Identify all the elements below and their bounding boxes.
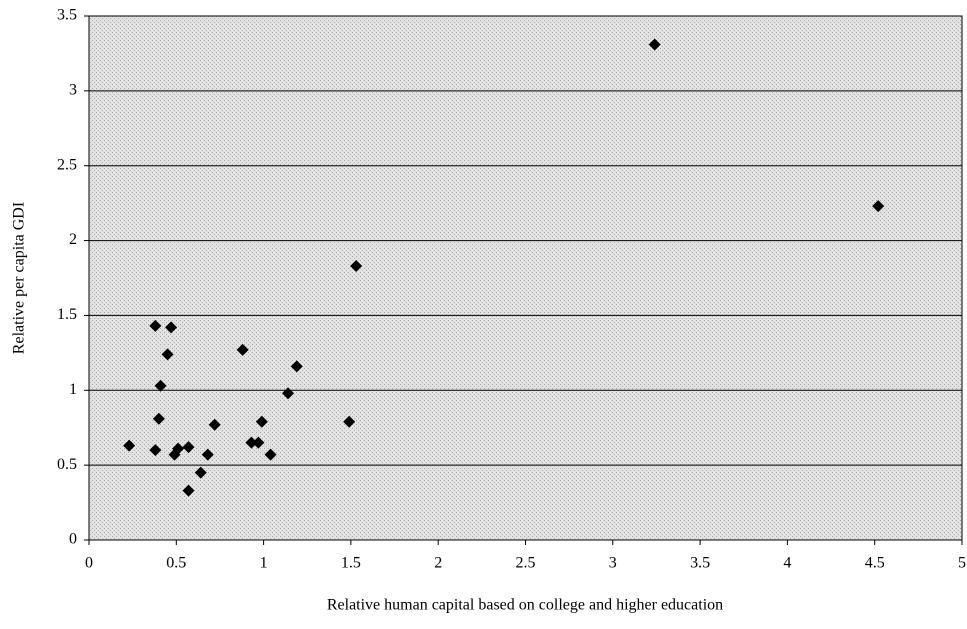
point [123, 439, 136, 452]
y-tick-label: 2.5 [57, 156, 77, 173]
point [208, 418, 221, 431]
point [194, 466, 207, 479]
point [872, 200, 885, 213]
y-tick-label: 2 [69, 231, 77, 248]
y-tick-label: 3 [69, 82, 77, 99]
y-tick-label: 1.5 [57, 306, 77, 323]
x-tick-label: 3.5 [690, 555, 710, 572]
point [236, 343, 249, 356]
point [648, 38, 661, 51]
x-tick-label: 0.5 [166, 555, 186, 572]
x-tick-label: 1 [260, 555, 268, 572]
point [343, 415, 356, 428]
y-tick-label: 1 [69, 381, 77, 398]
point [350, 260, 363, 273]
x-tick-label: 3 [609, 555, 617, 572]
point [245, 436, 258, 449]
point [182, 441, 195, 454]
x-tick-label: 2 [434, 555, 442, 572]
x-tick-label: 4.5 [865, 555, 885, 572]
point [149, 319, 162, 332]
point [255, 415, 268, 428]
point [149, 444, 162, 457]
y-tick-label: 0.5 [57, 456, 77, 473]
plot-area [88, 15, 963, 541]
point [165, 321, 178, 334]
point [168, 448, 181, 461]
point [282, 387, 295, 400]
point [182, 484, 195, 497]
x-tick-label: 2.5 [516, 555, 536, 572]
x-tick-label: 1.5 [341, 555, 361, 572]
x-axis-label: Relative human capital based on college … [327, 597, 723, 614]
point [154, 379, 167, 392]
x-tick-label: 4 [783, 555, 791, 572]
point [152, 412, 165, 425]
y-axis-label: Relative per capita GDI [11, 202, 28, 354]
point [252, 436, 265, 449]
point [290, 360, 303, 373]
point [264, 448, 277, 461]
y-tick-label: 0 [69, 531, 77, 548]
x-tick-label: 0 [85, 555, 93, 572]
point [161, 348, 174, 361]
y-tick-label: 3.5 [57, 7, 77, 24]
x-tick-label: 5 [958, 555, 966, 572]
point [201, 448, 214, 461]
